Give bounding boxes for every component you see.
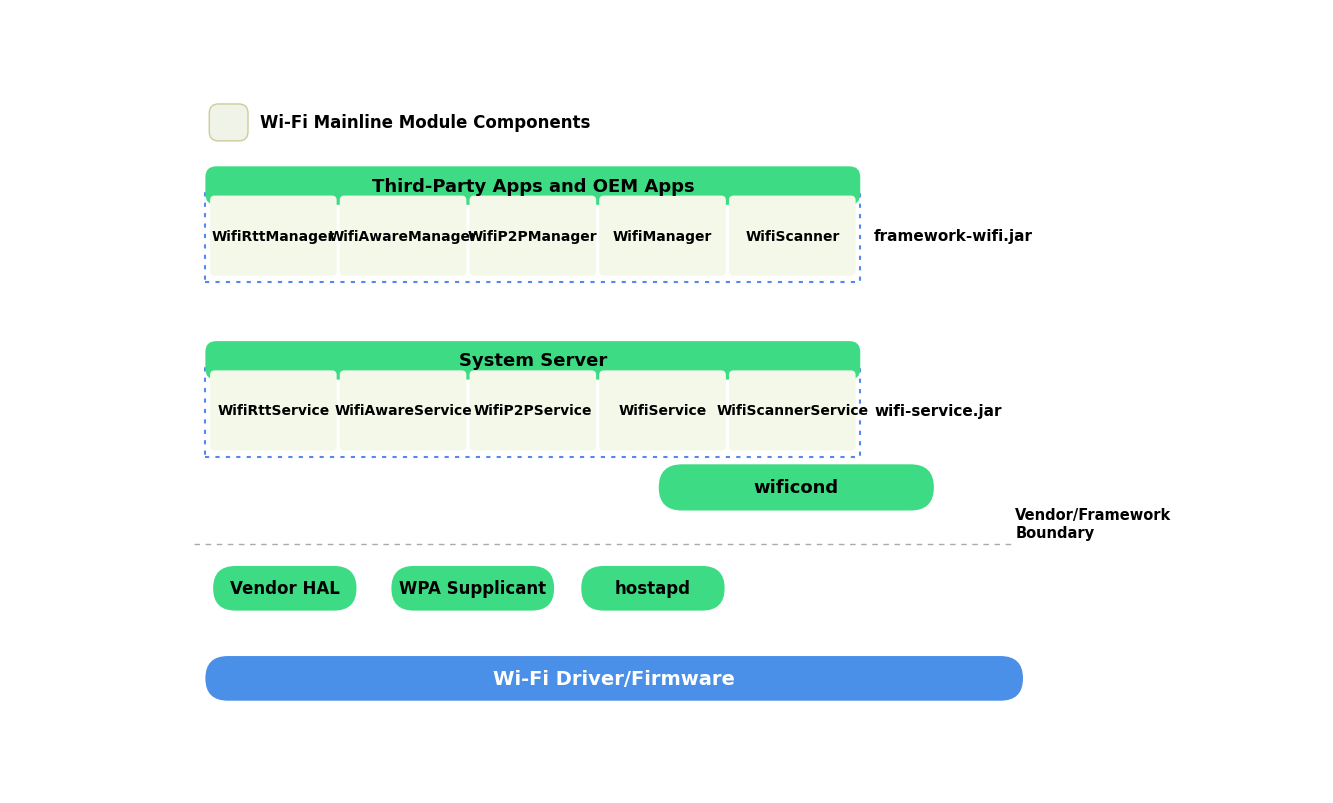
FancyBboxPatch shape [209, 105, 248, 142]
FancyBboxPatch shape [659, 465, 934, 511]
FancyBboxPatch shape [340, 371, 467, 451]
Text: Wi-Fi Driver/Firmware: Wi-Fi Driver/Firmware [493, 669, 734, 688]
Text: WifiService: WifiService [619, 404, 706, 418]
Text: wificond: wificond [753, 479, 838, 497]
Text: System Server: System Server [459, 352, 607, 370]
Bar [205, 365, 860, 457]
FancyBboxPatch shape [581, 566, 725, 611]
Text: WifiAwareManager: WifiAwareManager [329, 230, 477, 243]
Text: WifiAwareService: WifiAwareService [335, 404, 472, 418]
FancyBboxPatch shape [340, 197, 467, 276]
FancyBboxPatch shape [211, 371, 337, 451]
FancyBboxPatch shape [392, 566, 555, 611]
Text: framework-wifi.jar: framework-wifi.jar [874, 229, 1033, 244]
Text: WifiP2PService: WifiP2PService [473, 404, 592, 418]
Text: Wi-Fi Mainline Module Components: Wi-Fi Mainline Module Components [260, 114, 591, 132]
FancyBboxPatch shape [205, 656, 1022, 701]
Text: wifi-service.jar: wifi-service.jar [874, 403, 1001, 418]
FancyBboxPatch shape [211, 197, 337, 276]
Text: hostapd: hostapd [615, 580, 690, 597]
Text: WifiScannerService: WifiScannerService [716, 404, 868, 418]
Text: Vendor/Framework
Boundary: Vendor/Framework Boundary [1016, 507, 1172, 540]
Text: WifiP2PManager: WifiP2PManager [468, 230, 597, 243]
FancyBboxPatch shape [205, 167, 860, 206]
Text: Third-Party Apps and OEM Apps: Third-Party Apps and OEM Apps [372, 177, 694, 195]
FancyBboxPatch shape [469, 197, 596, 276]
Text: WPA Supplicant: WPA Supplicant [399, 580, 547, 597]
FancyBboxPatch shape [469, 371, 596, 451]
Text: WifiScanner: WifiScanner [745, 230, 840, 243]
Text: WifiManager: WifiManager [613, 230, 712, 243]
FancyBboxPatch shape [213, 566, 356, 611]
Text: Vendor HAL: Vendor HAL [229, 580, 340, 597]
FancyBboxPatch shape [729, 197, 856, 276]
FancyBboxPatch shape [729, 371, 856, 451]
FancyBboxPatch shape [600, 197, 726, 276]
FancyBboxPatch shape [600, 371, 726, 451]
Text: WifiRttService: WifiRttService [217, 404, 329, 418]
Text: WifiRttManager: WifiRttManager [212, 230, 335, 243]
FancyBboxPatch shape [205, 342, 860, 380]
Bar [205, 190, 860, 283]
